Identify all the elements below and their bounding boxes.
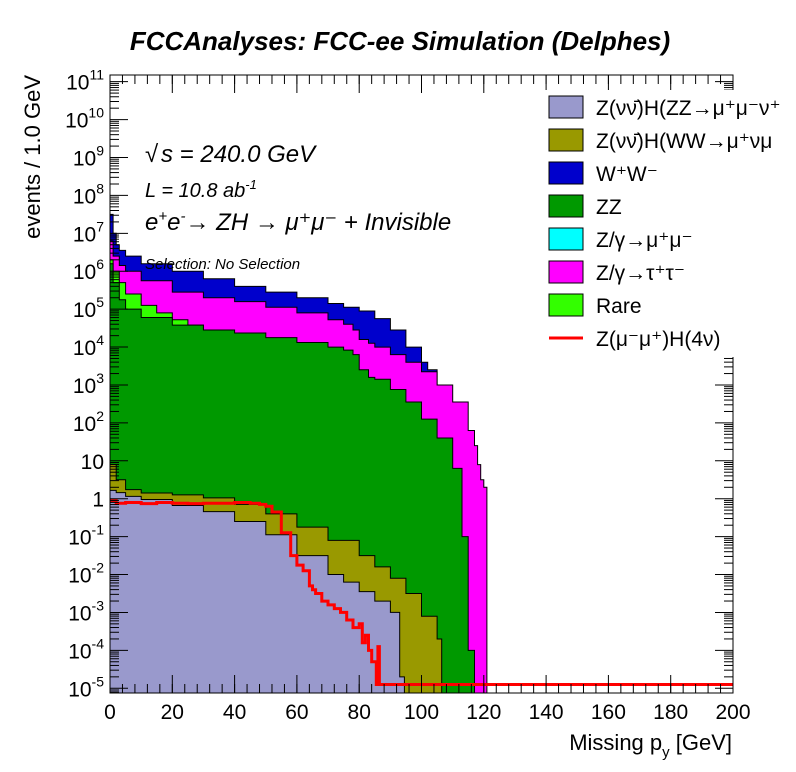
y-tick-label: 10 [81,451,104,474]
x-tick-label: 140 [529,701,564,724]
y-tick-label: 10-2 [68,560,104,588]
x-tick-label: 0 [104,701,116,724]
lumi-text: L = 10.8 ab [145,180,245,202]
process-label: e+e-→ ZH → μ⁺μ⁻ + Invisible [145,208,451,236]
legend-label: Z(νν̄)H(WW→μ⁺νμ [596,130,772,153]
stack-area-z-h-zz- [109,489,405,694]
y-axis-label: events / 1.0 GeV [20,75,45,239]
legend-swatch [548,227,584,251]
x-tick-label: 200 [715,701,750,724]
y-tick-label: 109 [73,142,104,170]
legend-swatch [548,260,584,284]
y-tick-label: 1 [92,489,104,512]
plot-annotations: √ s = 240.0 GeV L = 10.8 ab-1 e+e-→ ZH →… [145,141,451,273]
y-tick-label: 108 [73,180,104,208]
x-tick-label: 160 [591,701,626,724]
stacked-histograms [109,213,488,694]
x-tick-label: 120 [466,701,501,724]
legend-swatch [548,194,584,218]
x-tick-label: 80 [348,701,371,724]
legend-label: Z/γ→μ⁺μ⁻ [596,229,693,252]
process-text: → ZH → μ⁺μ⁻ + Invisible [185,209,451,236]
y-tick-label: 10-3 [68,597,104,625]
y-tick-label: 102 [73,408,104,436]
legend-label: Rare [596,295,642,318]
legend-label: Z/γ→τ⁺τ⁻ [596,262,685,285]
y-tick-label: 104 [73,332,104,360]
lumi-label: L = 10.8 ab-1 [145,177,257,202]
signal-line-layer [110,499,733,686]
legend: Z(νν̄)H(ZZ→μ⁺μ⁻ν⁺ Z(νν̄)H(WW→μ⁺νμ W⁺W⁻ ZZ Z/… [543,90,796,357]
y-tick-label: 10-4 [68,635,104,663]
legend-swatch [548,95,584,119]
x-axis-label: Missing py [GeV] [569,730,732,761]
sqrt-s-label: s = 240.0 GeV [161,141,317,168]
lumi-superscript: -1 [245,177,257,192]
y-tick-label: 105 [73,294,104,322]
x-tick-label: 40 [223,701,246,724]
x-tick-label: 180 [653,701,688,724]
y-tick-label: 1010 [65,105,104,133]
legend-swatch [548,293,584,317]
signal-line [110,499,733,686]
legend-swatch [548,128,584,152]
legend-label: W⁺W⁻ [596,163,658,186]
y-tick-label: 107 [73,218,104,246]
y-tick-label: 103 [73,370,104,398]
y-tick-label: 1011 [66,67,104,95]
x-tick-label: 20 [161,701,184,724]
chart-title: FCCAnalyses: FCC-ee Simulation (Delphes) [130,26,670,56]
legend-swatch [548,161,584,185]
legend-label: Z(νν̄)H(ZZ→μ⁺μ⁻ν⁺ [596,97,781,120]
x-tick-label: 60 [285,701,308,724]
legend-label: ZZ [596,196,622,219]
sqrt-symbol: √ [145,141,159,168]
legend-label: Z(μ⁻μ⁺)H(4ν) [596,328,721,351]
y-tick-label: 106 [73,256,104,284]
y-tick-label: 10-1 [68,522,104,550]
legend-background [543,90,796,357]
y-tick-label: 10-5 [68,673,104,701]
x-tick-label: 100 [404,701,439,724]
axes: 0 20 40 60 80 100 120 140 160 180 200 10-5 10-4 10-3 1… [65,67,750,724]
selection-label: Selection: No Selection [145,256,300,273]
